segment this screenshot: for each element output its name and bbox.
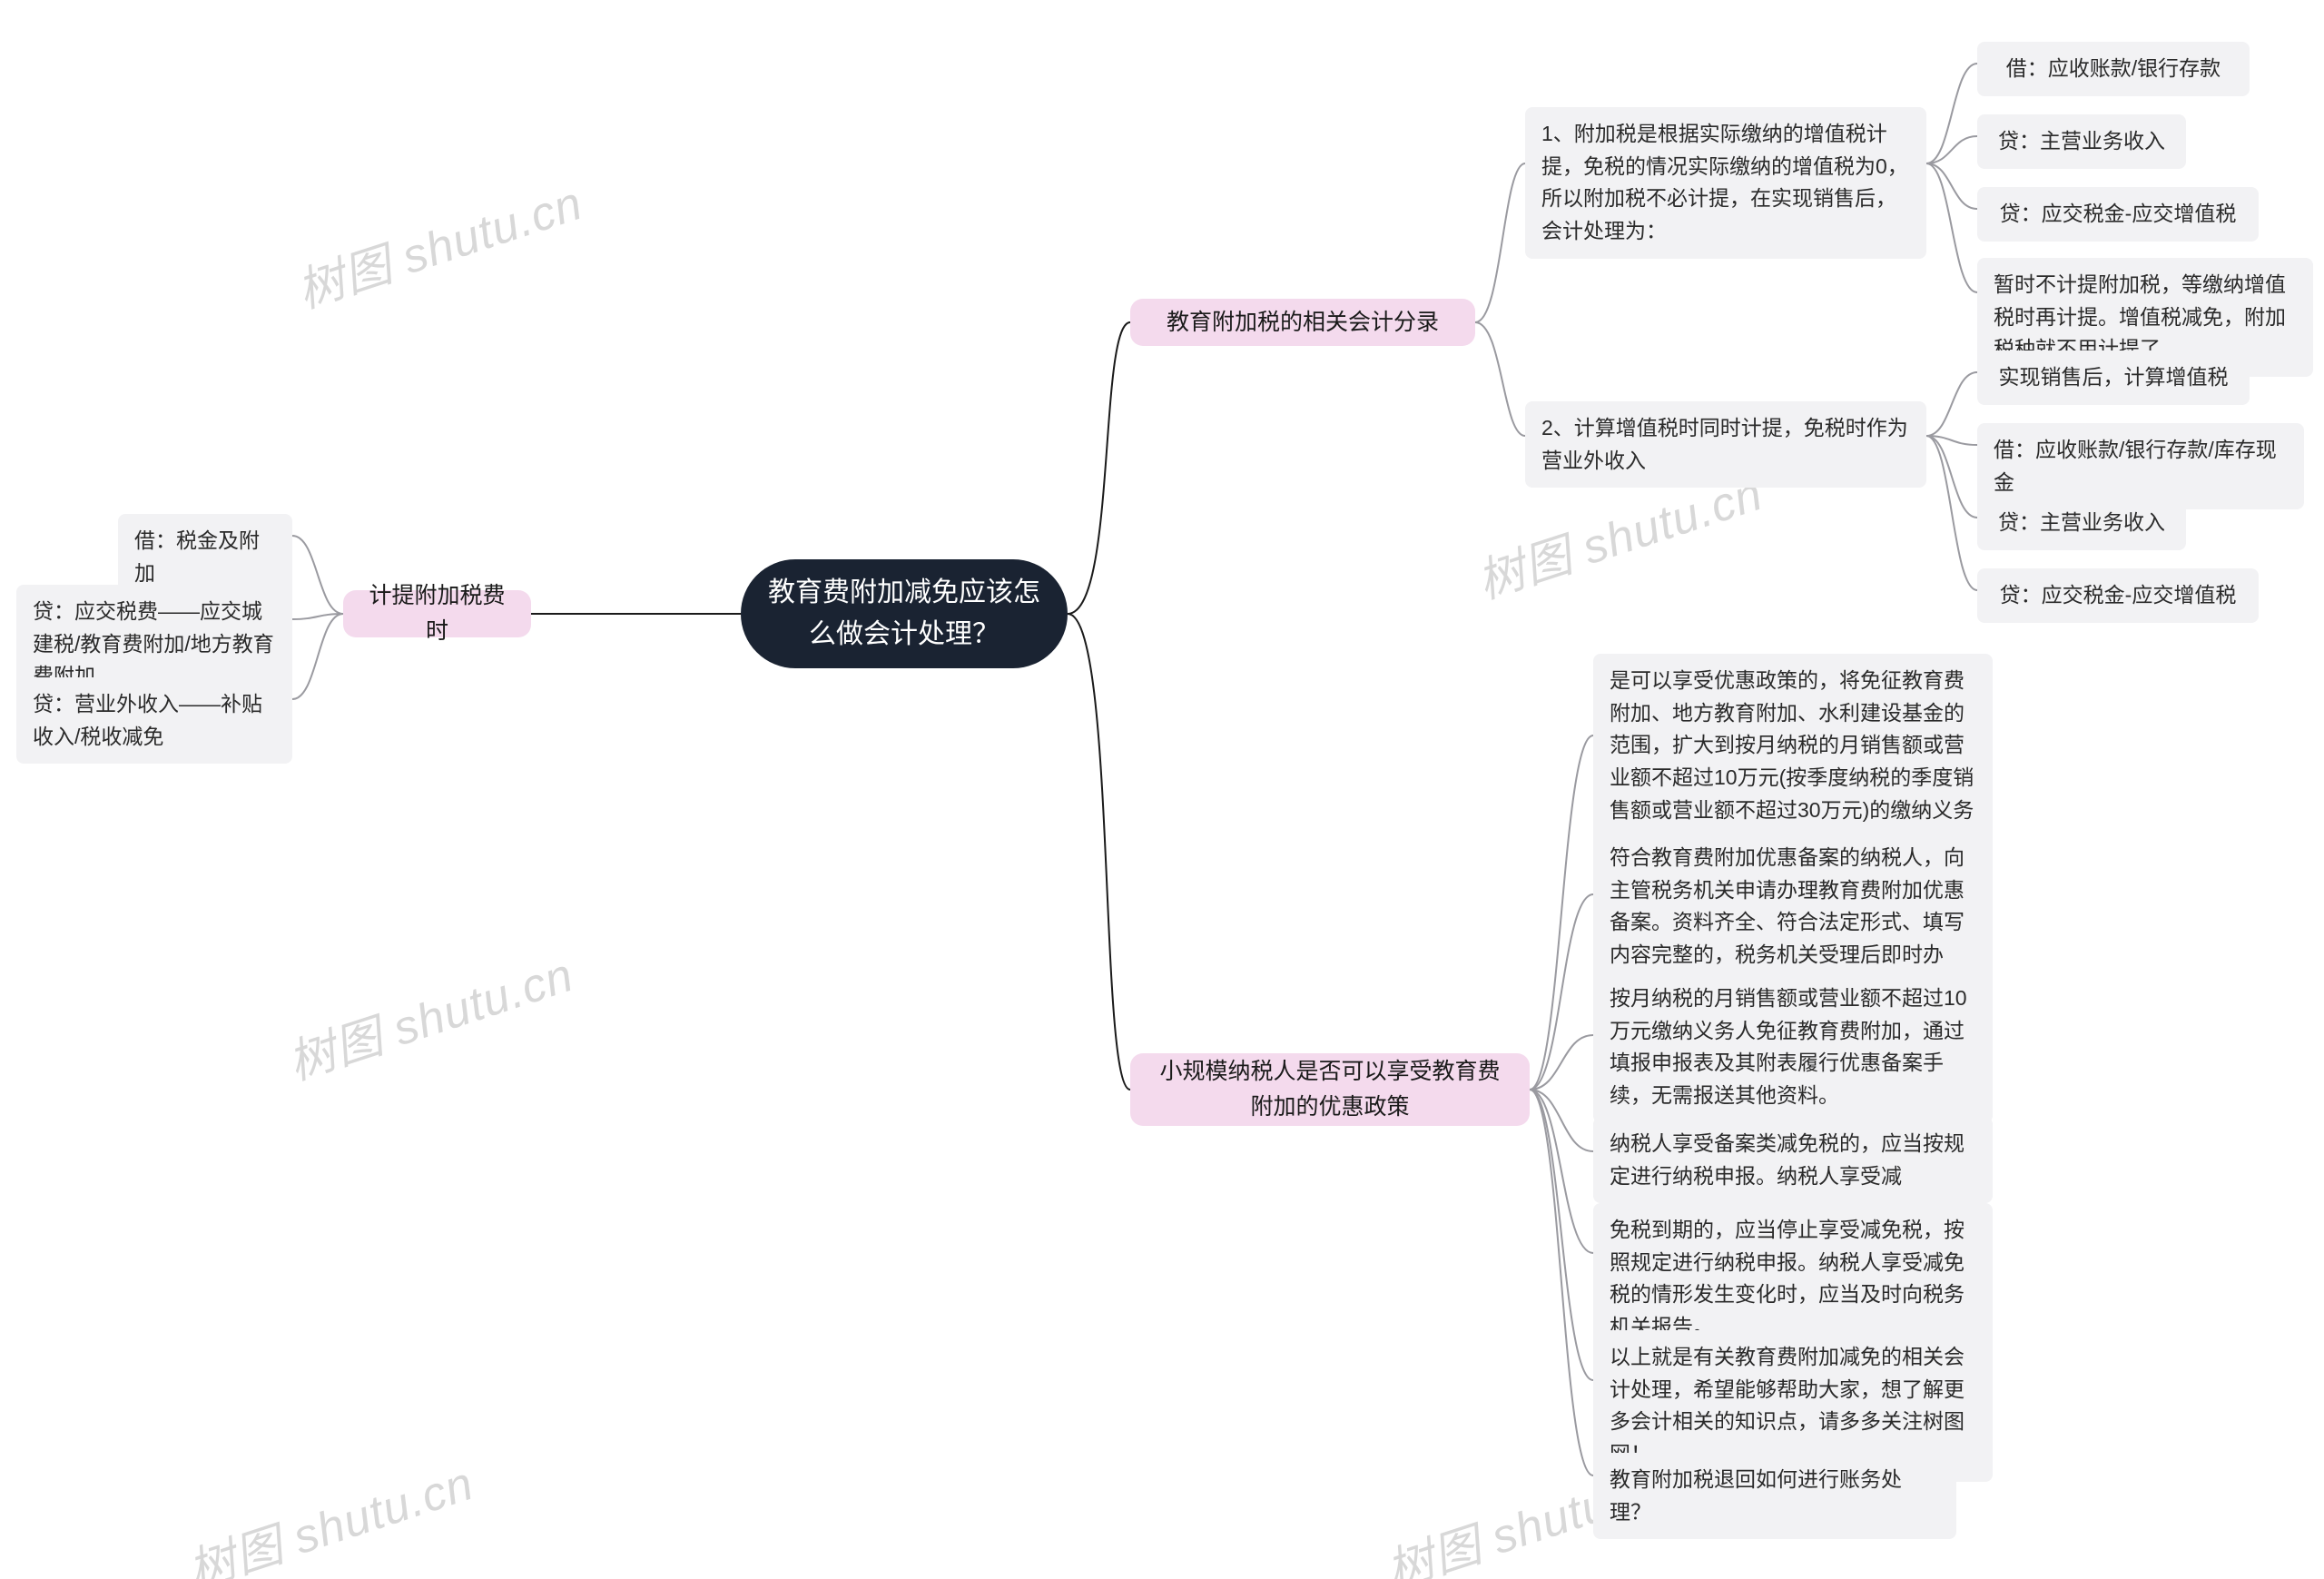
leaf-label: 免税到期的，应当停止享受减免税，按照规定进行纳税申报。纳税人享受减免税的情形发生… xyxy=(1610,1214,1976,1344)
leaf-label: 按月纳税的月销售额或营业额不超过10 万元缴纳义务人免征教育费附加，通过填报申报… xyxy=(1610,982,1976,1112)
leaf-label: 贷：主营业务收入 xyxy=(1998,125,2165,158)
leaf-label: 贷：应交税金-应交增值税 xyxy=(2000,198,2237,231)
leaf-label: 贷：主营业务收入 xyxy=(1998,507,2165,539)
right2-leaf-3[interactable]: 纳税人享受备案类减免税的，应当按规定进行纳税申报。纳税人享受减 xyxy=(1593,1117,1993,1203)
sub-right2[interactable]: 小规模纳税人是否可以享受教育费附加的优惠政策 xyxy=(1130,1053,1530,1126)
leaf-label: 1、附加税是根据实际缴纳的增值税计提，免税的情况实际缴纳的增值税为0，所以附加税… xyxy=(1541,118,1910,248)
leaf-label: 借：应收账款/银行存款/库存现金 xyxy=(1994,434,2288,498)
leaf-label: 借：税金及附加 xyxy=(134,525,276,589)
right1-group2[interactable]: 2、计算增值税时同时计提，免税时作为营业外收入 xyxy=(1525,401,1926,488)
right1-g2-leaf-2[interactable]: 贷：主营业务收入 xyxy=(1977,496,2186,550)
right1-g2-leaf-3[interactable]: 贷：应交税金-应交增值税 xyxy=(1977,568,2259,623)
leaf-label: 贷：应交税金-应交增值税 xyxy=(2000,579,2237,612)
right1-g1-leaf-0[interactable]: 借：应收账款/银行存款 xyxy=(1977,42,2250,96)
watermark: 树图 shutu.cn xyxy=(278,936,580,1092)
sub-left[interactable]: 计提附加税费时 xyxy=(343,590,531,637)
right2-leaf-6[interactable]: 教育附加税退回如何进行账务处理？ xyxy=(1593,1453,1956,1539)
sub-left-label: 计提附加税费时 xyxy=(365,578,509,649)
leaf-label: 借：应收账款/银行存款 xyxy=(2006,53,2221,85)
leaf-label: 教育附加税退回如何进行账务处理？ xyxy=(1610,1464,1940,1528)
leaf-label: 以上就是有关教育费附加减免的相关会计处理，希望能够帮助大家，想了解更多会计相关的… xyxy=(1610,1341,1976,1471)
leaf-label: 实现销售后，计算增值税 xyxy=(1999,361,2229,394)
right1-g1-leaf-1[interactable]: 贷：主营业务收入 xyxy=(1977,114,2186,169)
left-leaf-2[interactable]: 贷：营业外收入——补贴收入/税收减免 xyxy=(16,677,292,764)
watermark: 树图 shutu.cn xyxy=(287,164,589,321)
root-label: 教育费附加减免应该怎么做会计处理？ xyxy=(759,572,1049,656)
sub-right1-label: 教育附加税的相关会计分录 xyxy=(1167,305,1439,340)
leaf-label: 贷：营业外收入——补贴收入/税收减免 xyxy=(33,688,276,753)
sub-right1[interactable]: 教育附加税的相关会计分录 xyxy=(1130,299,1475,346)
sub-right2-label: 小规模纳税人是否可以享受教育费附加的优惠政策 xyxy=(1152,1054,1508,1125)
leaf-label: 2、计算增值税时同时计提，免税时作为营业外收入 xyxy=(1541,412,1910,477)
right1-g2-leaf-0[interactable]: 实现销售后，计算增值税 xyxy=(1977,350,2250,405)
watermark: 树图 shutu.cn xyxy=(178,1445,480,1579)
right1-g1-leaf-2[interactable]: 贷：应交税金-应交增值税 xyxy=(1977,187,2259,242)
leaf-label: 纳税人享受备案类减免税的，应当按规定进行纳税申报。纳税人享受减 xyxy=(1610,1128,1976,1192)
root-node[interactable]: 教育费附加减免应该怎么做会计处理？ xyxy=(741,559,1068,668)
leaf-label: 是可以享受优惠政策的，将免征教育费附加、地方教育附加、水利建设基金的范围，扩大到… xyxy=(1610,665,1976,859)
right1-group1[interactable]: 1、附加税是根据实际缴纳的增值税计提，免税的情况实际缴纳的增值税为0，所以附加税… xyxy=(1525,107,1926,259)
right2-leaf-2[interactable]: 按月纳税的月销售额或营业额不超过10 万元缴纳义务人免征教育费附加，通过填报申报… xyxy=(1593,972,1993,1123)
